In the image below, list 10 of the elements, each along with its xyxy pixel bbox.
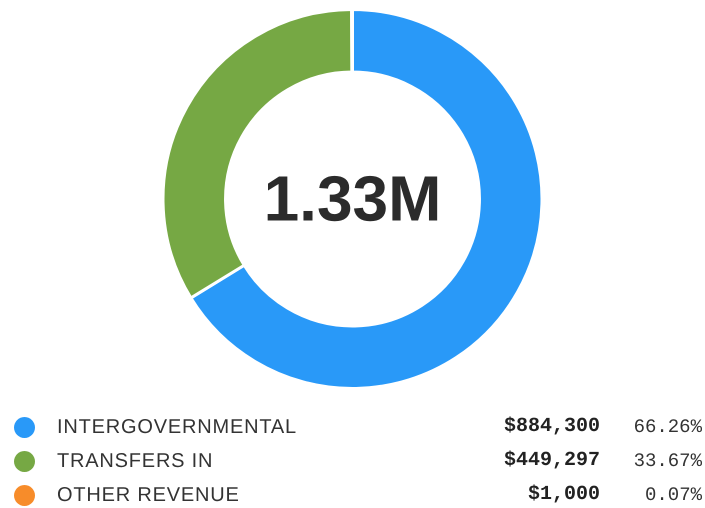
text: 33.67%: [632, 449, 702, 474]
text: 66.26%: [632, 415, 702, 440]
data-label: $884,300: [502, 414, 600, 440]
data-label: $449,297: [502, 448, 600, 474]
text: 0.07%: [644, 483, 702, 508]
text: 1.33M: [264, 162, 442, 235]
data-label: $1,000: [526, 482, 600, 508]
legend-label: TRANSFERS IN: [57, 449, 214, 474]
legend-label: OTHER REVENUE: [57, 483, 240, 508]
legend-label: INTERGOVERNMENTAL: [57, 415, 297, 440]
